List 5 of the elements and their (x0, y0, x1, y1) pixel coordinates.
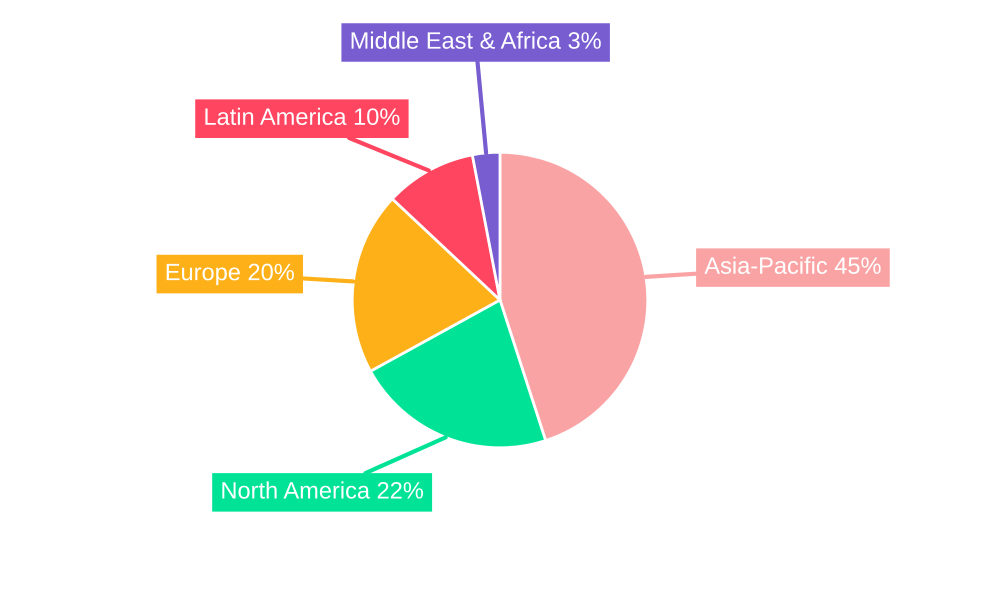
slice-label: Latin America 10% (205, 108, 400, 126)
slice-label: Asia-Pacific 45% (704, 256, 881, 274)
slice-label: Europe 20% (166, 264, 294, 286)
slice-label: Middle East & Africa 3% (352, 32, 601, 49)
slice-label: North America 22% (222, 481, 424, 499)
